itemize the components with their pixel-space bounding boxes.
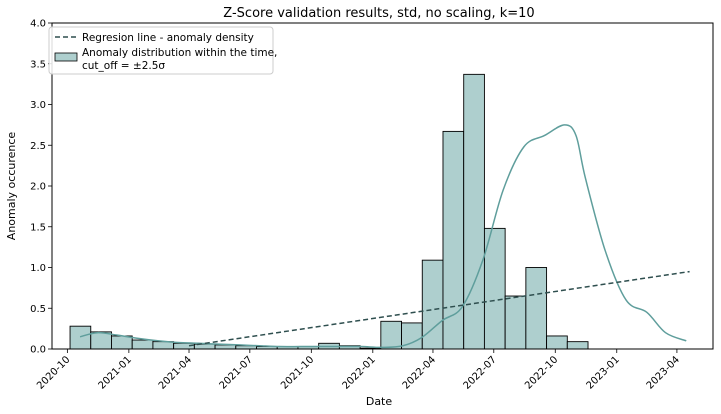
y-tick-label-6: 3.0 xyxy=(30,100,46,111)
x-tick-label-3: 2021-07 xyxy=(218,354,255,391)
y-axis-label: Anomaly occurence xyxy=(5,132,18,241)
histogram-bar-7 xyxy=(214,344,237,350)
y-tick-label-2: 1.0 xyxy=(30,263,46,274)
histogram-bar-21 xyxy=(504,295,527,350)
histogram-bar-19 xyxy=(463,73,485,350)
legend-regression-label: Regresion line - anomaly density xyxy=(82,32,254,44)
regression-line xyxy=(188,270,690,347)
x-tick-label-5: 2022-01 xyxy=(341,354,378,391)
histogram-bar-23 xyxy=(546,335,568,350)
y-tick-label-4: 2.0 xyxy=(30,182,46,193)
y-tick-label-0: 0.0 xyxy=(30,345,46,356)
histogram-bar-2 xyxy=(111,335,133,350)
histogram-bar-3 xyxy=(131,339,154,350)
regression-line-group xyxy=(188,270,690,347)
x-tick-label-8: 2022-10 xyxy=(523,354,560,391)
kde-curve-group xyxy=(79,124,687,349)
y-tick-label-5: 2.5 xyxy=(30,141,46,152)
y-tick-label-1: 0.5 xyxy=(30,304,46,315)
legend-patch-label-line1: Anomaly distribution within the time, xyxy=(82,47,277,59)
x-tick-label-10: 2023-04 xyxy=(645,354,682,391)
x-tick-label-6: 2022-04 xyxy=(401,354,438,391)
histogram-bar-1 xyxy=(90,331,112,350)
histogram-bar-22 xyxy=(525,267,548,350)
x-tick-label-0: 2020-10 xyxy=(35,354,72,391)
x-axis: 2020-10 2021-01 2021-04 2021-07 2021-10 2022-… xyxy=(35,349,682,392)
legend-patch-swatch xyxy=(54,52,78,62)
x-tick-label-9: 2023-01 xyxy=(585,354,622,391)
y-axis: 0.0 0.5 1.0 1.5 2.0 2.5 3.0 3.5 4.0 xyxy=(30,19,52,356)
x-tick-label-2: 2021-04 xyxy=(157,354,194,391)
histogram-bar-0 xyxy=(69,325,92,350)
kde-curve xyxy=(79,124,687,349)
legend: Regresion line - anomaly density Anomaly… xyxy=(48,26,277,75)
y-tick-label-8: 4.0 xyxy=(30,19,46,30)
histogram-bars xyxy=(69,73,589,350)
histogram-bar-15 xyxy=(380,320,402,350)
x-tick-label-4: 2021-10 xyxy=(279,354,316,391)
histogram-bar-24 xyxy=(566,341,589,350)
x-tick-label-7: 2022-07 xyxy=(462,354,499,391)
histogram-bar-18 xyxy=(442,130,465,350)
x-axis-label: Date xyxy=(366,395,393,408)
legend-box xyxy=(48,26,274,75)
x-tick-label-1: 2021-01 xyxy=(97,354,134,391)
y-tick-label-7: 3.5 xyxy=(30,59,46,70)
legend-patch-label-line2: cut_off = ±2.5σ xyxy=(82,60,165,72)
histogram-bar-4 xyxy=(152,341,175,350)
chart-title: Z-Score validation results, std, no scal… xyxy=(223,6,534,21)
y-tick-label-3: 1.5 xyxy=(30,222,46,233)
